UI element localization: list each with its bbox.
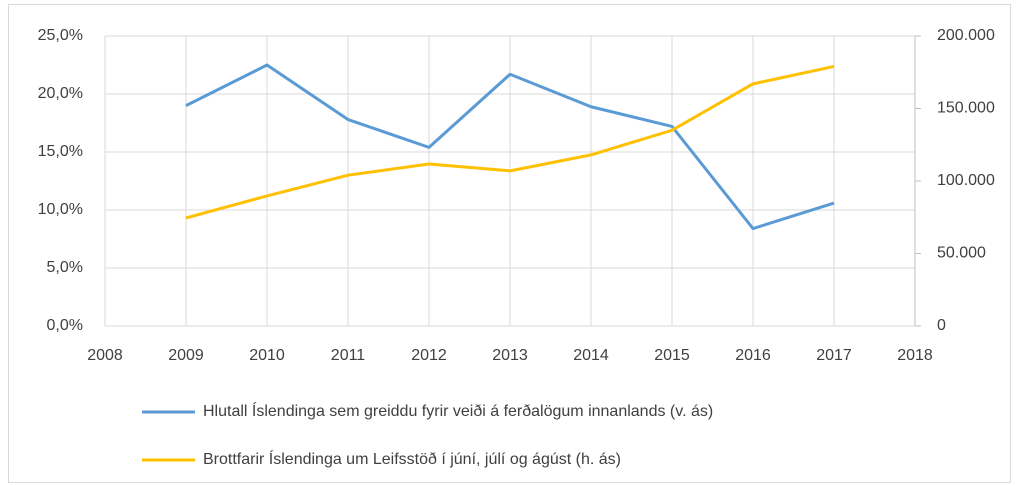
y-tick-label: 15,0% [38,143,83,160]
y-tick-label: 10,0% [38,201,83,218]
y2-tick-label: 50.000 [937,245,986,262]
series-line [185,64,835,220]
y-tick-label: 0,0% [47,317,83,334]
x-tick-label: 2017 [816,347,852,364]
y-tick-label: 25,0% [38,27,83,44]
y2-tick-label: 200.000 [937,27,995,44]
y-tick-label: 20,0% [38,85,83,102]
x-tick-label: 2015 [654,347,690,364]
x-tick-label: 2011 [331,347,366,364]
x-tick-label: 2016 [735,347,771,364]
x-tick-label: 2012 [411,347,447,364]
legend-label: Hlutall Íslendinga sem greiddu fyrir vei… [203,401,713,420]
x-tick-label: 2014 [573,347,609,364]
x-tick-label: 2009 [168,347,204,364]
x-tick-label: 2013 [492,347,528,364]
y2-tick-label: 150.000 [937,100,995,117]
series-line [185,63,835,231]
x-tick-label: 2018 [897,347,933,364]
x-tick-label: 2008 [87,347,123,364]
x-tick-label: 2010 [249,347,285,364]
y2-tick-label: 0 [937,317,946,334]
legend-label: Brottfarir Íslendinga um Leifsstöð í jún… [203,449,621,468]
y-tick-label: 5,0% [47,259,83,276]
y2-tick-label: 100.000 [937,172,995,189]
